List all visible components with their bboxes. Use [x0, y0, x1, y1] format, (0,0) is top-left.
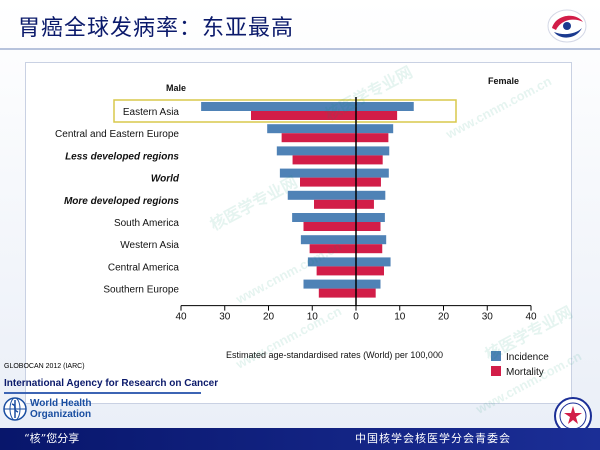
- who-globe-icon: [3, 397, 27, 421]
- title-divider: [0, 48, 600, 50]
- iarc-title: International Agency for Research on Can…: [4, 378, 219, 389]
- category-label: Central and Eastern Europe: [55, 129, 179, 140]
- incidence-bar-female: [356, 235, 387, 245]
- mortality-bar-female: [356, 199, 374, 209]
- incidence-bar-male: [307, 257, 356, 267]
- footer-organization: 中国核学会核医学分会青委会: [355, 432, 511, 445]
- incidence-bar-male: [287, 190, 356, 200]
- x-tick-label: 20: [438, 312, 450, 323]
- mortality-bar-male: [300, 177, 356, 187]
- incidence-bar-male: [276, 146, 356, 156]
- footer-slogan: “核”您分享: [24, 432, 80, 445]
- x-tick-label: 30: [482, 312, 494, 323]
- mortality-bar-female: [356, 222, 381, 231]
- x-tick-label: 0: [353, 312, 359, 323]
- incidence-bar-female: [356, 168, 389, 178]
- incidence-bar-female: [356, 279, 381, 289]
- category-label: South America: [114, 218, 179, 229]
- highlight-box: [113, 99, 457, 123]
- incidence-bar-male: [267, 124, 356, 134]
- x-tick-label: 30: [219, 312, 231, 323]
- who-name-line: Organization: [30, 409, 92, 420]
- legend-swatch: [491, 366, 501, 376]
- incidence-bar-male: [201, 102, 356, 111]
- male-label: Male: [166, 83, 186, 93]
- legend-label: Incidence: [506, 352, 549, 363]
- incidence-bar-female: [356, 257, 391, 267]
- who-name: World Health Organization: [30, 398, 91, 420]
- incidence-bar-male: [292, 213, 356, 222]
- mortality-bar-female: [356, 133, 389, 143]
- incidence-bar-male: [279, 168, 356, 178]
- category-label: World: [151, 174, 180, 185]
- mortality-bar-female: [356, 155, 383, 165]
- mortality-bar-female: [356, 266, 384, 276]
- iarc-divider: [4, 392, 201, 394]
- category-label: Eastern Asia: [123, 107, 180, 118]
- mortality-bar-male: [251, 111, 356, 120]
- incidence-bar-male: [300, 235, 356, 245]
- mortality-bar-female: [356, 111, 398, 120]
- mortality-bar-male: [309, 244, 356, 254]
- incidence-bar-female: [356, 146, 390, 156]
- mortality-bar-female: [356, 288, 376, 298]
- female-label: Female: [488, 76, 519, 86]
- x-tick-label: 40: [525, 312, 537, 323]
- incidence-bar-female: [356, 190, 386, 200]
- mortality-bar-male: [292, 155, 356, 165]
- incidence-bar-male: [303, 279, 356, 289]
- chart-panel: Eastern Asia Central and Eastern Europe Le…: [25, 62, 572, 404]
- incidence-bar-female: [356, 213, 385, 222]
- x-tick-label: 40: [175, 312, 187, 323]
- x-tick-label: 20: [263, 312, 275, 323]
- mortality-bar-female: [356, 244, 383, 254]
- incidence-bar-female: [356, 124, 394, 134]
- source-credit: GLOBOCAN 2012 (IARC): [4, 363, 85, 370]
- category-label: Southern Europe: [103, 285, 179, 296]
- x-tick-label: 10: [307, 312, 319, 323]
- legend-label: Mortality: [506, 367, 544, 378]
- mortality-bar-male: [318, 288, 356, 298]
- slide-title: 胃癌全球发病率：东亚最高: [18, 16, 295, 41]
- footer-bar: [0, 428, 600, 450]
- category-label: Less developed regions: [65, 151, 179, 162]
- incidence-bar-female: [356, 102, 414, 111]
- mortality-bar-female: [356, 177, 381, 187]
- x-tick-label: 10: [394, 312, 406, 323]
- category-label: Western Asia: [120, 240, 179, 251]
- category-label: More developed regions: [64, 196, 179, 207]
- mortality-bar-male: [316, 266, 356, 276]
- mortality-bar-male: [314, 199, 356, 209]
- mortality-bar-male: [303, 222, 356, 231]
- legend-swatch: [491, 351, 501, 361]
- society-logo-icon: [547, 9, 587, 43]
- x-axis-title: Estimated age-standardised rates (World)…: [226, 350, 443, 360]
- mortality-bar-male: [281, 133, 356, 143]
- category-label: Central America: [108, 262, 180, 273]
- stomach-cancer-chart: Eastern Asia Central and Eastern Europe Le…: [55, 76, 549, 378]
- who-name-line: World Health: [30, 398, 92, 409]
